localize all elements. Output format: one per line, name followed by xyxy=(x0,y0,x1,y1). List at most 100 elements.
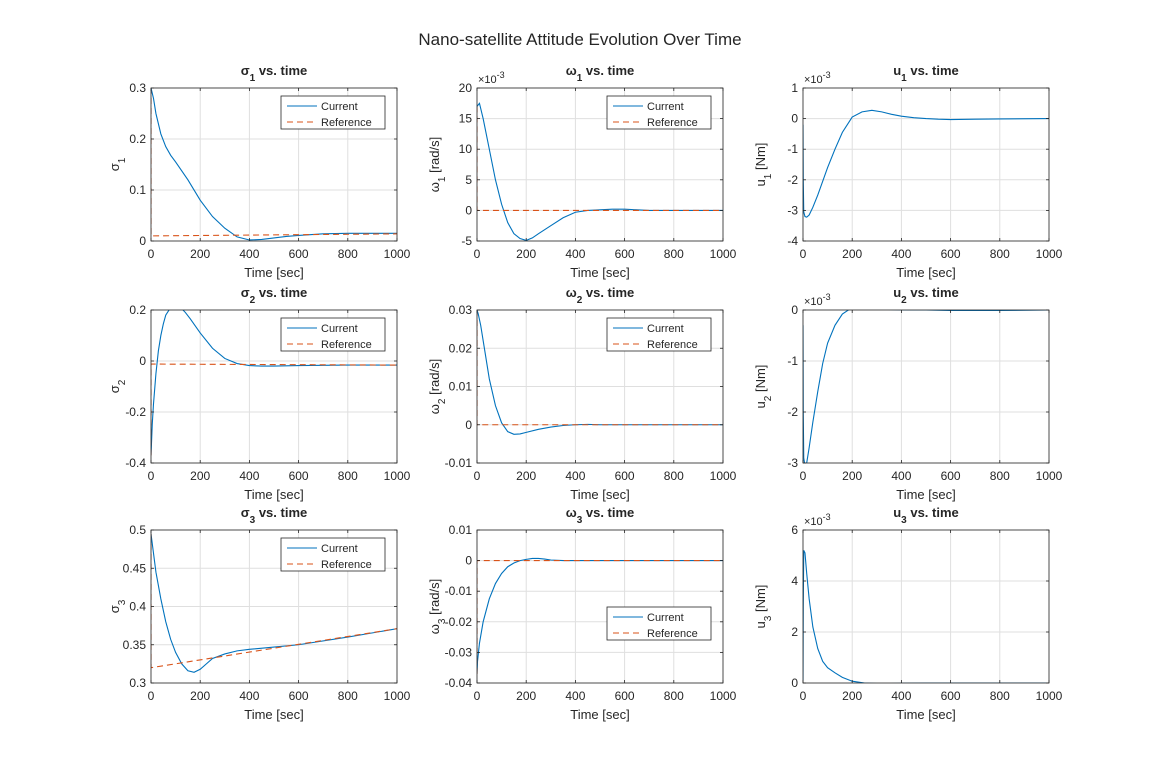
y-axis-label: σ3 xyxy=(107,599,128,613)
x-tick-label: 800 xyxy=(338,689,358,703)
x-tick-label: 600 xyxy=(615,247,635,261)
y-axis-label: u2 [Nm] xyxy=(753,365,774,409)
legend-box xyxy=(280,317,386,352)
x-axis-label: Time [sec] xyxy=(570,707,629,722)
subplot-title: σ3 vs. time xyxy=(241,505,308,526)
subplot-title-symbol: ω xyxy=(566,63,577,78)
x-tick-label: 800 xyxy=(990,469,1010,483)
y-axis-label-subscript: 2 xyxy=(437,398,448,404)
y-axis-label-subscript: 1 xyxy=(763,173,774,179)
series-line-current xyxy=(477,102,723,241)
y-tick-label: 0 xyxy=(465,418,472,432)
x-axis-label: Time [sec] xyxy=(244,707,303,722)
x-tick-label: 600 xyxy=(615,689,635,703)
legend-label: Current xyxy=(321,101,358,113)
y-tick-label: 0 xyxy=(791,303,798,317)
exponent-base: ×10 xyxy=(804,516,823,528)
subplot-title-symbol: u xyxy=(893,63,901,78)
series-line-current xyxy=(151,533,397,673)
y-tick-label: 0.45 xyxy=(123,561,147,575)
y-tick-label: 10 xyxy=(459,142,473,156)
x-tick-label: 1000 xyxy=(710,247,737,261)
y-axis-label-subscript: 2 xyxy=(117,379,128,385)
x-axis-label: Time [sec] xyxy=(244,265,303,280)
y-tick-label: 15 xyxy=(459,112,473,126)
x-tick-label: 400 xyxy=(239,469,259,483)
exponent-base: ×10 xyxy=(804,74,823,86)
x-tick-label: 400 xyxy=(239,247,259,261)
y-tick-label: 0 xyxy=(139,354,146,368)
x-tick-label: 1000 xyxy=(1036,247,1063,261)
y-tick-label: -0.02 xyxy=(445,615,473,629)
subplot-u2: 0 200 400 600 800 1000-3-2-10×10-3 u2 vs. time… xyxy=(753,285,1063,502)
x-tick-label: 0 xyxy=(474,469,481,483)
x-tick-label: 800 xyxy=(338,247,358,261)
y-tick-label: 0.01 xyxy=(449,380,473,394)
x-tick-label: 400 xyxy=(891,689,911,703)
x-tick-label: 0 xyxy=(474,247,481,261)
y-tick-label: 0 xyxy=(139,234,146,248)
y-axis-label-subscript: 1 xyxy=(117,157,128,163)
axes-box xyxy=(476,529,724,684)
legend-box xyxy=(606,317,712,352)
y-tick-label: -0.03 xyxy=(445,645,473,659)
axes-box xyxy=(150,87,398,242)
y-tick-label: -0.01 xyxy=(445,456,473,470)
y-axis-label: ω1 [rad/s] xyxy=(427,137,448,192)
y-axis-label-rest: [rad/s] xyxy=(427,579,442,619)
x-tick-label: 1000 xyxy=(1036,469,1063,483)
legend: Current Reference xyxy=(606,317,712,352)
axes-box xyxy=(802,529,1050,684)
subplot-title-subscript: 1 xyxy=(577,73,583,84)
y-tick-label: 0.35 xyxy=(123,638,147,652)
y-tick-label: -2 xyxy=(787,405,798,419)
subplot-title-subscript: 2 xyxy=(901,295,907,306)
figure-title: Nano-satellite Attitude Evolution Over T… xyxy=(418,30,741,49)
x-axis-label: Time [sec] xyxy=(570,487,629,502)
subplot-title-symbol: σ xyxy=(241,63,250,78)
subplot-title-subscript: 3 xyxy=(577,515,583,526)
x-tick-label: 800 xyxy=(664,689,684,703)
subplot-title-rest: vs. time xyxy=(907,63,959,78)
subplot-title-symbol: u xyxy=(893,285,901,300)
y-tick-label: -1 xyxy=(787,354,798,368)
y-axis-label-rest: [Nm] xyxy=(753,585,768,616)
y-tick-label: 20 xyxy=(459,81,473,95)
y-axis-label-symbol: u xyxy=(753,401,768,408)
legend-label: Reference xyxy=(647,628,698,640)
subplot-title-rest: vs. time xyxy=(907,285,959,300)
x-tick-label: 0 xyxy=(474,689,481,703)
series-line-reference xyxy=(151,363,397,456)
exponent-base: ×10 xyxy=(478,74,497,86)
y-tick-label: 0.3 xyxy=(129,676,146,690)
y-tick-label: 6 xyxy=(791,523,798,537)
axis-exponent-label: ×10-3 xyxy=(804,292,831,308)
subplot-title-symbol: ω xyxy=(566,505,577,520)
legend-label: Current xyxy=(647,323,684,335)
y-tick-label: -3 xyxy=(787,456,798,470)
exponent-power: -3 xyxy=(497,70,505,80)
legend-label: Current xyxy=(321,323,358,335)
y-tick-label: 0.2 xyxy=(129,132,146,146)
x-tick-label: 200 xyxy=(190,247,210,261)
y-axis-label-rest: [rad/s] xyxy=(427,137,442,177)
x-tick-label: 400 xyxy=(891,469,911,483)
y-axis-label-symbol: ω xyxy=(427,624,442,634)
y-tick-label: -0.4 xyxy=(125,456,146,470)
x-tick-label: 800 xyxy=(990,247,1010,261)
legend: Current Reference xyxy=(280,317,386,352)
axes-box xyxy=(150,309,398,464)
legend-label: Reference xyxy=(647,339,698,351)
x-tick-label: 400 xyxy=(565,689,585,703)
x-tick-label: 0 xyxy=(148,247,155,261)
y-tick-label: -0.01 xyxy=(445,584,473,598)
y-axis-label-symbol: σ xyxy=(107,163,122,171)
y-axis-label: σ1 xyxy=(107,157,128,171)
y-axis-label-symbol: σ xyxy=(107,605,122,613)
legend-box xyxy=(280,537,386,572)
subplot-title-rest: vs. time xyxy=(907,505,959,520)
